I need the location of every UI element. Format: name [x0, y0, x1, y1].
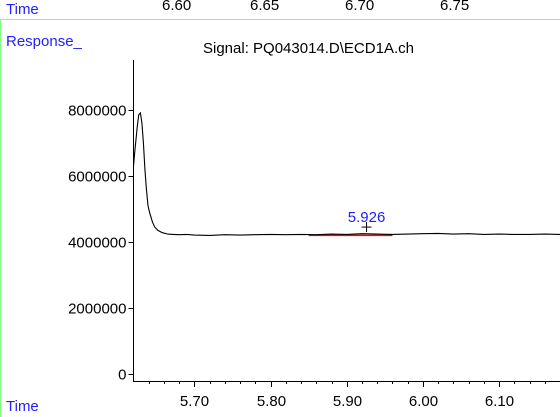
- signal-trace: [132, 111, 560, 236]
- top-axis-tick: 6.75: [440, 0, 470, 14]
- x-axis-label: Time: [6, 398, 39, 415]
- x-tick-label: 5.90: [333, 393, 362, 410]
- top-axis-label: Time: [6, 1, 39, 18]
- y-tick-label: 4000000: [68, 235, 126, 252]
- top-axis-tick: 6.70: [345, 0, 375, 14]
- top-axis-tick: 6.60: [162, 0, 192, 14]
- y-tick-label: 6000000: [68, 169, 126, 186]
- y-tick-label: 8000000: [68, 103, 126, 120]
- top-time-axis: Time 6.60 6.65 6.70 6.75: [0, 0, 560, 19]
- chart-title: Signal: PQ043014.D\ECD1A.ch: [203, 40, 414, 57]
- top-axis-tick: 6.65: [250, 0, 280, 14]
- y-tick-label: 2000000: [68, 301, 126, 318]
- x-tick-label: 6.10: [485, 393, 514, 410]
- y-axis-label: Response_: [6, 33, 83, 50]
- y-tick-label: 0: [118, 367, 126, 384]
- x-tick-label: 6.00: [409, 393, 438, 410]
- x-tick-label: 5.80: [257, 393, 286, 410]
- x-tick-label: 5.70: [180, 393, 209, 410]
- peak-label: 5.926: [348, 209, 386, 226]
